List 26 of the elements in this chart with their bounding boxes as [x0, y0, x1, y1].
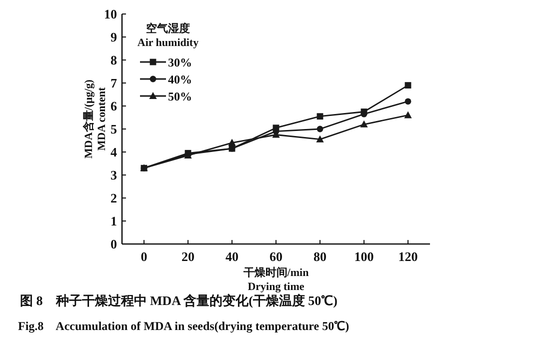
y-tick-label: 10: [104, 6, 117, 22]
y-tick-label: 2: [110, 190, 117, 206]
y-tick-label: 9: [110, 30, 118, 44]
text: 图 8 种子干燥过程中 MDA 含量的变化(干燥温度 50℃): [20, 293, 338, 308]
y-axis-title: MDA含量/(μg/g) MDA content: [82, 79, 108, 158]
legend-label: 50%: [168, 90, 192, 104]
y-tick-label: 0: [110, 236, 117, 252]
x-tick-label: 40: [226, 249, 238, 264]
y-tick-label: 6: [110, 98, 118, 114]
x-axis-title: 干燥时间/min Drying time: [242, 266, 309, 293]
x-tick-label: 100: [354, 249, 374, 264]
y-tick-label: 1: [110, 214, 117, 228]
x-tick-label: 20: [182, 249, 194, 264]
x-tick-label: 0: [140, 249, 148, 264]
legend-label: 30%: [168, 56, 192, 70]
legend-title: 空气湿度 Air humidity: [137, 22, 200, 49]
y-tick-label: 5: [110, 122, 118, 136]
x-tick-label: 120: [398, 249, 418, 264]
legend-label: 40%: [168, 72, 192, 86]
x-tick-label: 60: [270, 249, 282, 264]
y-tick-label: 8: [110, 52, 118, 68]
y-tick-label: 4: [110, 144, 118, 160]
text: Fig.8 Accumulation of MDA in seeds(drying temperature 50℃): [18, 319, 350, 333]
y-tick-label: 3: [110, 168, 118, 182]
x-tick-label: 80: [314, 249, 326, 264]
y-tick-label: 7: [110, 76, 118, 90]
